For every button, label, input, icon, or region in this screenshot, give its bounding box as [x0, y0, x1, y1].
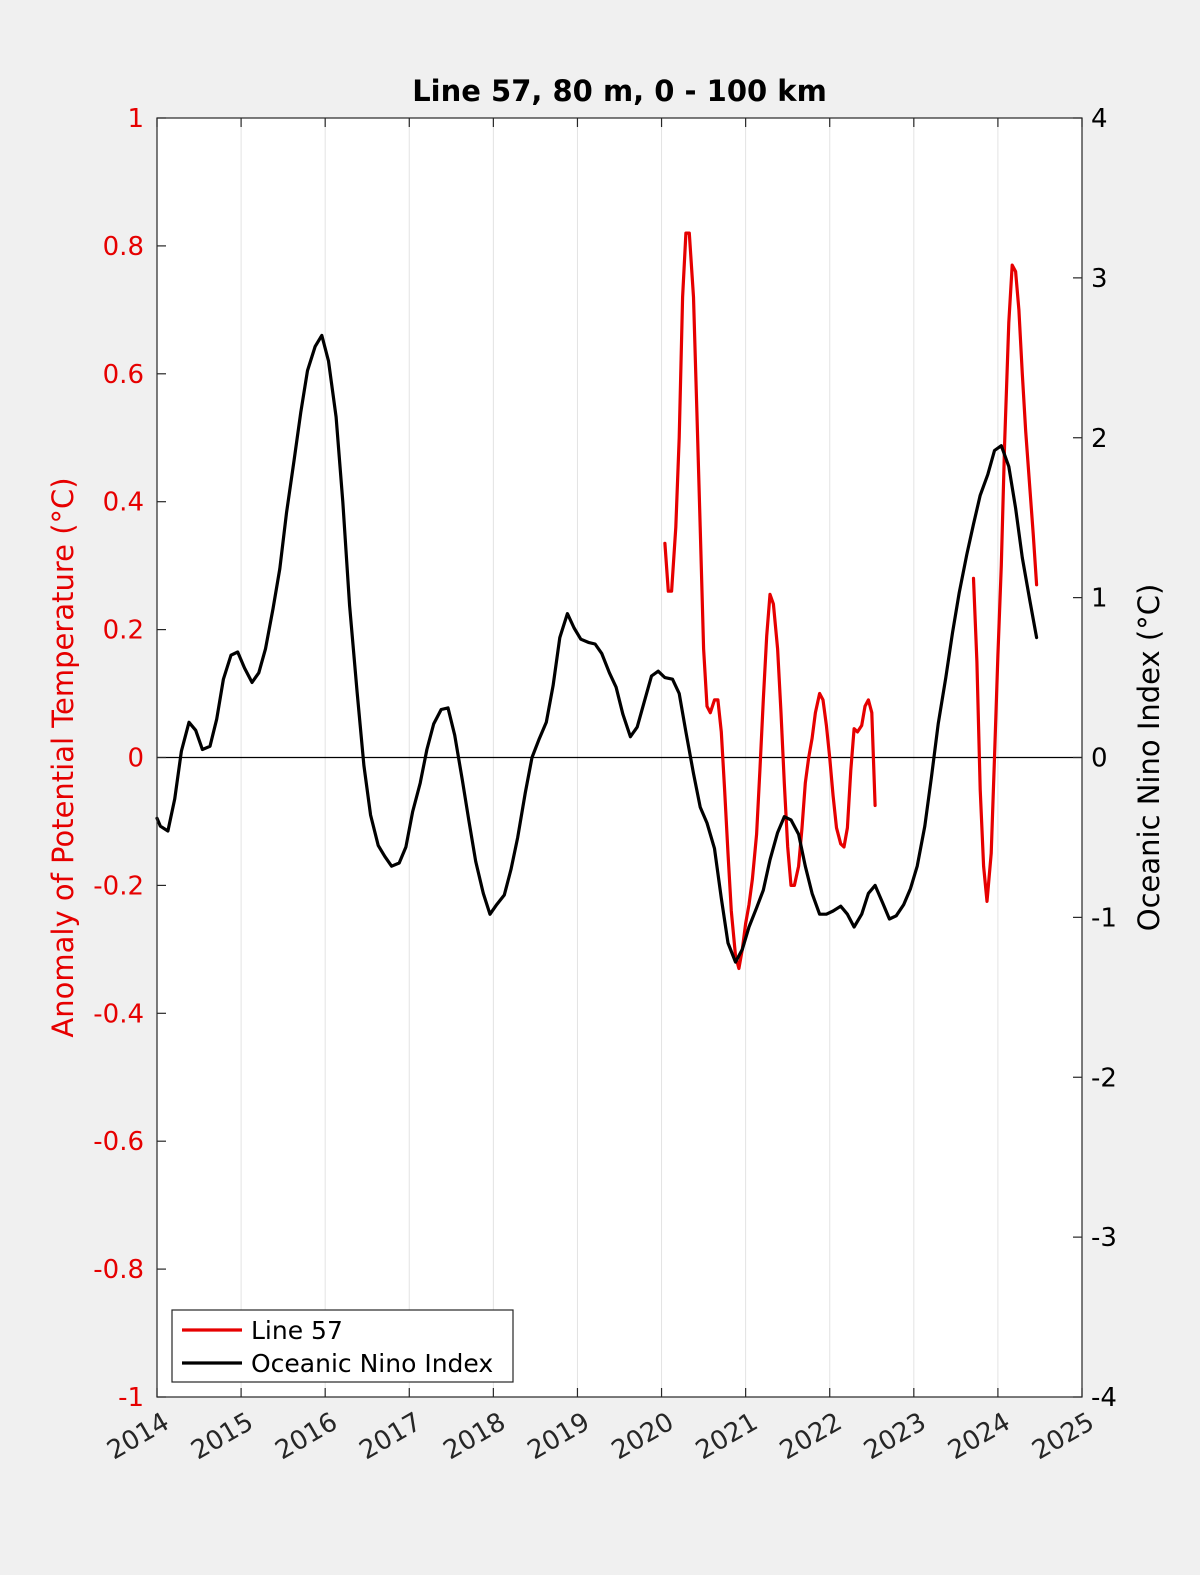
y-left-tick-label: 1 — [127, 104, 144, 134]
y-left-tick-label: 0.6 — [103, 360, 144, 390]
series-line57-line — [663, 231, 877, 971]
legend-box — [171, 1309, 514, 1383]
legend-label-oni: Oceanic Nino Index — [251, 1349, 493, 1378]
y-right-tick-label: 4 — [1091, 104, 1108, 134]
series-line57-line — [971, 263, 1039, 903]
y-right-tick-label: -3 — [1091, 1223, 1117, 1253]
y-left-tick-label: -0.2 — [93, 871, 144, 901]
y-left-tick-label: 0 — [127, 744, 144, 774]
series-oni-line — [155, 333, 1039, 964]
y-axis-label-right: Oceanic Nino Index (°C) — [1132, 584, 1166, 932]
y-right-tick-label: -1 — [1091, 903, 1117, 933]
y-right-tick-label: -4 — [1091, 1383, 1117, 1413]
y-left-tick-label: -0.8 — [93, 1255, 144, 1285]
legend: Line 57 Oceanic Nino Index — [171, 1309, 514, 1383]
y-axis-label-left: Anomaly of Potential Temperature (°C) — [46, 477, 80, 1037]
y-left-tick-label: 0.4 — [103, 488, 144, 518]
chart-title: Line 57, 80 m, 0 - 100 km — [412, 74, 827, 108]
y-left-tick-label: 0.2 — [103, 616, 144, 646]
y-left-tick-label: -0.6 — [93, 1127, 144, 1157]
legend-label-line57: Line 57 — [251, 1316, 343, 1345]
y-right-tick-label: 2 — [1091, 424, 1108, 454]
y-right-tick-label: 0 — [1091, 744, 1108, 774]
series-layer — [155, 231, 1039, 971]
y-right-tick-label: 1 — [1091, 584, 1108, 614]
y-right-tick-label: 3 — [1091, 264, 1108, 294]
y-left-tick-label: -1 — [118, 1383, 144, 1413]
y-left-tick-label: -0.4 — [93, 999, 144, 1029]
y-right-tick-label: -2 — [1091, 1063, 1117, 1093]
y-left-tick-label: 0.8 — [103, 232, 144, 262]
